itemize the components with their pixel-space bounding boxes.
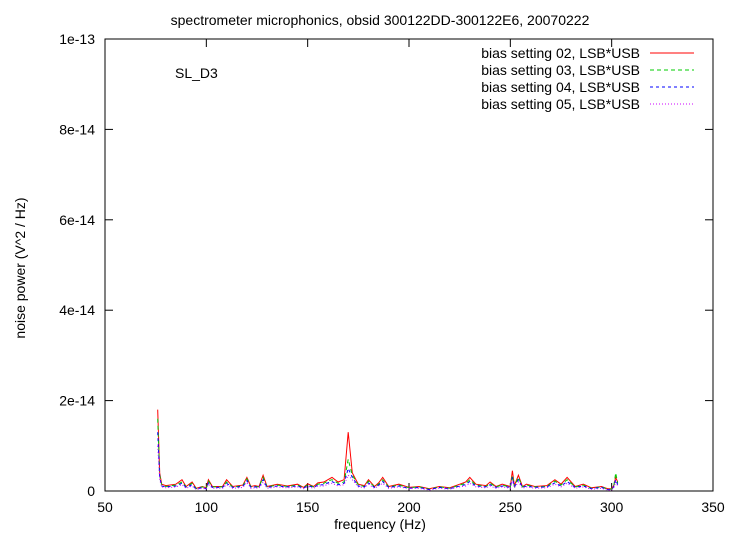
series-line-1 [157,409,619,490]
x-tick-label: 150 [296,499,320,515]
series-group [157,409,619,491]
y-axis-label: noise power (V^2 / Hz) [12,197,28,338]
x-tick-label: 200 [397,499,421,515]
chart-title: spectrometer microphonics, obsid 300122D… [171,12,590,28]
series-line-3 [157,432,619,491]
y-tick-label: 1e-13 [59,31,95,47]
x-tick-label: 350 [701,499,725,515]
y-tick-label: 8e-14 [59,121,95,137]
series-line-2 [157,418,619,490]
x-tick-label: 50 [97,499,113,515]
x-axis-label: frequency (Hz) [334,516,426,532]
y-tick-label: 0 [87,483,95,499]
plot-annotation: SL_D3 [175,65,218,81]
x-tick-label: 100 [195,499,219,515]
legend-label: bias setting 05, LSB*USB [481,96,640,112]
y-tick-label: 2e-14 [59,393,95,409]
x-tick-label: 250 [499,499,523,515]
axes: 50 100 150 200 250 300 350 0 2e-14 4e-14 6e-14 8e-1… [59,31,725,515]
series-line-4 [157,445,619,491]
y-tick-label: 4e-14 [59,302,95,318]
x-tick-label: 300 [600,499,624,515]
legend-label: bias setting 04, LSB*USB [481,79,640,95]
legend-label: bias setting 02, LSB*USB [481,45,640,61]
y-tick-label: 6e-14 [59,212,95,228]
legend-label: bias setting 03, LSB*USB [481,62,640,78]
